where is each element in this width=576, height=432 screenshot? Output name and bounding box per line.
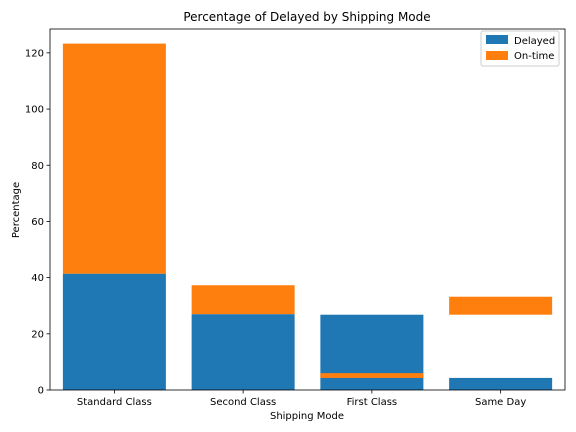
legend-swatch-on-time (486, 51, 508, 60)
bar-delayed-same-day (449, 377, 553, 390)
y-tick-label: 120 (25, 48, 44, 59)
x-axis-title: Shipping Mode (270, 411, 344, 422)
legend-label-delayed: Delayed (514, 36, 555, 47)
bar-on-time-same-day (449, 296, 553, 315)
legend: Delayed On-time (480, 30, 560, 67)
y-tick-label: 80 (31, 161, 44, 172)
bar-on-time-first-class (320, 373, 424, 378)
y-axis: 0 20 40 60 80 100 120 (25, 48, 50, 397)
x-tick-label-first-class: First Class (347, 397, 398, 408)
y-tick-label: 20 (31, 329, 44, 340)
chart-title: Percentage of Delayed by Shipping Mode (183, 10, 430, 24)
y-tick-label: 40 (31, 273, 44, 284)
x-axis: Standard Class Second Class First Class Sam… (77, 390, 526, 408)
legend-swatch-delayed (486, 35, 508, 44)
bar-on-time-standard-class (62, 43, 166, 274)
plot-area (49, 28, 566, 391)
legend-label-on-time: On-time (514, 51, 554, 62)
x-tick-label-second-class: Second Class (210, 397, 276, 408)
axes-frame (49, 28, 566, 391)
y-tick-label: 100 (25, 105, 44, 116)
y-axis-title: Percentage (11, 182, 22, 238)
y-tick-label: 60 (31, 217, 44, 228)
x-tick-label-same-day: Same Day (475, 397, 526, 408)
y-tick-label: 0 (38, 386, 44, 397)
x-tick-label-standard-class: Standard Class (77, 397, 152, 408)
bar-delayed-first-class (320, 314, 424, 390)
bar-on-time-second-class (191, 285, 295, 315)
bar-delayed-standard-class (62, 273, 166, 390)
bar-delayed-second-class (191, 314, 295, 390)
